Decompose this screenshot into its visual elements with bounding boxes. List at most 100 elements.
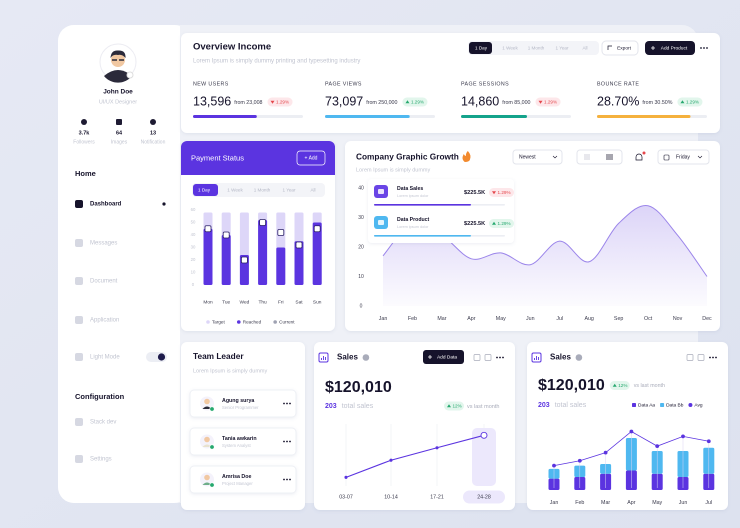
progress-fill bbox=[193, 115, 257, 118]
legend-label: Data Bb bbox=[666, 403, 684, 409]
more-dot bbox=[709, 356, 711, 359]
day-dropdown[interactable] bbox=[657, 149, 710, 165]
tab[interactable]: 1 Week bbox=[502, 45, 518, 50]
day-label[interactable]: Friday bbox=[676, 155, 690, 161]
more-dot bbox=[286, 440, 288, 443]
more-dot bbox=[283, 478, 285, 481]
menu-item[interactable]: Document bbox=[90, 279, 118, 285]
view-toggle[interactable] bbox=[576, 149, 623, 165]
card-subtitle: Lorem Ipsum is simply dummy bbox=[193, 368, 268, 374]
tab[interactable]: 1 Month bbox=[254, 187, 271, 192]
avg-point bbox=[603, 450, 608, 455]
more-dot bbox=[703, 47, 705, 49]
chevron bbox=[697, 155, 703, 159]
stat-label: Followers bbox=[73, 139, 95, 145]
more-dot bbox=[706, 47, 708, 49]
tab[interactable]: 1 Day bbox=[198, 187, 211, 192]
stat-icon bbox=[81, 119, 87, 125]
change-badge bbox=[489, 219, 515, 228]
x-tick-label: Oct bbox=[644, 316, 653, 322]
menu-item[interactable]: Light Mode bbox=[90, 355, 120, 361]
reached-bar bbox=[203, 228, 213, 285]
tab[interactable]: All bbox=[310, 187, 315, 192]
active-category bbox=[463, 490, 505, 504]
tab[interactable]: All bbox=[582, 45, 587, 50]
card-subtitle: Lorem Ipsum is simply dummy printing and… bbox=[193, 59, 360, 65]
sidebar bbox=[58, 25, 190, 503]
legend-label: Data Aa bbox=[638, 403, 655, 409]
bell-icon[interactable] bbox=[635, 153, 643, 161]
stat-icon bbox=[150, 119, 156, 125]
x-tick-label: Aug bbox=[584, 316, 593, 322]
add-product-button[interactable] bbox=[645, 41, 695, 55]
menu-icon bbox=[75, 353, 83, 361]
tab[interactable]: 1 Week bbox=[227, 187, 243, 192]
x-tick-label: Apr bbox=[627, 500, 635, 506]
menu-icon bbox=[75, 200, 83, 208]
menu-item[interactable]: Messages bbox=[90, 241, 117, 247]
trend-arrow bbox=[680, 100, 685, 104]
tab[interactable]: 1 Day bbox=[475, 45, 488, 50]
add-label[interactable]: + Add bbox=[305, 156, 318, 162]
sort-dropdown[interactable] bbox=[512, 149, 563, 165]
member-card[interactable] bbox=[189, 427, 297, 456]
tab[interactable]: 1 Year bbox=[555, 45, 568, 50]
legend-swatch bbox=[273, 320, 277, 324]
x-tick-label: May bbox=[652, 500, 662, 506]
y-tick-label: 0 bbox=[192, 282, 195, 287]
menu-item[interactable]: Settings bbox=[90, 457, 112, 463]
current-marker bbox=[240, 256, 248, 264]
y-tick-label: 20 bbox=[358, 244, 364, 250]
y-tick-label: 40 bbox=[191, 232, 196, 237]
tab[interactable]: 1 Month bbox=[528, 45, 545, 50]
tool-icon[interactable] bbox=[697, 354, 705, 361]
export-label[interactable]: Export bbox=[617, 46, 632, 52]
change-text: 1.29% bbox=[544, 100, 557, 105]
metric-from: from 30.50% bbox=[642, 100, 672, 106]
sales-point bbox=[480, 431, 488, 439]
menu-item[interactable]: Dashboard bbox=[90, 202, 122, 208]
tool-icon[interactable] bbox=[686, 354, 694, 361]
member-face bbox=[204, 474, 210, 481]
grid-view-icon bbox=[584, 154, 590, 160]
change-text: 12% bbox=[618, 383, 627, 388]
add-data-button[interactable] bbox=[423, 350, 464, 364]
metric-from: from 250,000 bbox=[366, 100, 397, 106]
legend-swatch bbox=[206, 320, 210, 324]
menu-item[interactable]: Application bbox=[90, 318, 119, 324]
avatar-status bbox=[126, 71, 134, 79]
metric-from: from 23,008 bbox=[234, 100, 262, 106]
tool-icon[interactable] bbox=[484, 354, 492, 361]
add-data-label[interactable]: Add Data bbox=[437, 355, 457, 361]
stat-value: 64 bbox=[116, 130, 123, 136]
info-icon bbox=[362, 354, 370, 361]
avg-point bbox=[629, 429, 634, 434]
member-card[interactable] bbox=[189, 465, 297, 494]
trend-arrow bbox=[405, 100, 410, 104]
add-button[interactable] bbox=[296, 150, 326, 166]
section-title: Configuration bbox=[75, 392, 125, 401]
sales-count-label: total sales bbox=[555, 402, 587, 409]
add-product-label[interactable]: Add Product bbox=[661, 46, 688, 52]
y-tick-label: 10 bbox=[191, 270, 196, 275]
sales-count: 203 bbox=[325, 403, 337, 410]
compare-text: vs last month bbox=[634, 383, 665, 389]
menu-item[interactable]: Stack dev bbox=[90, 420, 116, 426]
x-tick-label: Sep bbox=[614, 316, 623, 322]
change-badge bbox=[444, 401, 464, 411]
menu-icon bbox=[75, 455, 83, 463]
export-button[interactable] bbox=[601, 40, 639, 56]
more-dot bbox=[286, 478, 288, 481]
member-name: Tania awkarin bbox=[222, 436, 257, 442]
y-tick-label: 50 bbox=[191, 220, 196, 225]
toggle-knob bbox=[157, 353, 166, 361]
notification-dot bbox=[642, 151, 646, 155]
tab[interactable]: 1 Year bbox=[282, 187, 295, 192]
tool-icon[interactable] bbox=[473, 354, 481, 361]
x-tick-label: 24-28 bbox=[477, 495, 491, 501]
sort-label[interactable]: Newest bbox=[519, 155, 536, 161]
member-card[interactable] bbox=[189, 389, 297, 418]
tooltip-bar bbox=[374, 204, 471, 206]
progress-fill bbox=[461, 115, 527, 118]
